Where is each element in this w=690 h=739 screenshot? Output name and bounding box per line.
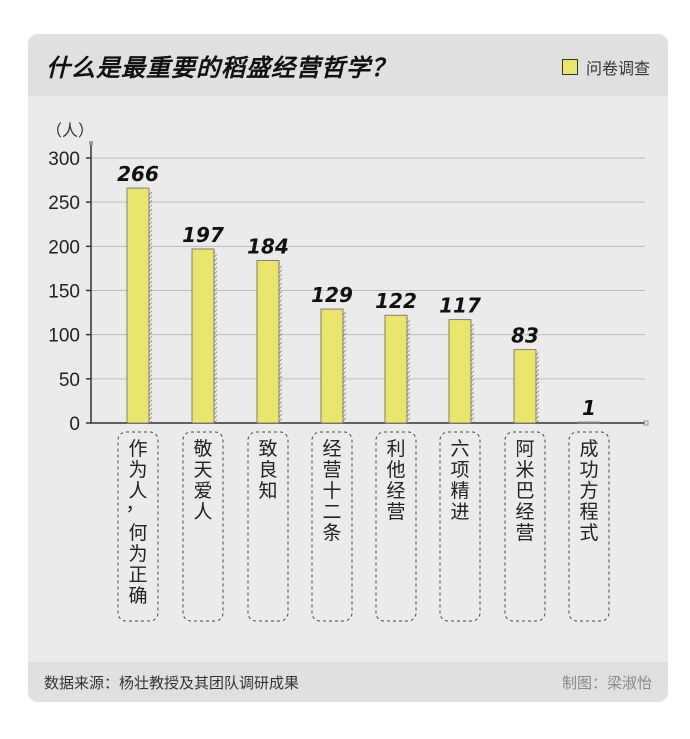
x-tick-label: 爱 [193,480,212,502]
data-label: 184 [247,234,289,258]
y-tick-label: 300 [48,149,80,170]
footer: 数据来源：杨壮教授及其团队调研成果 制图：梁淑怡 [28,662,668,702]
chart-credit: 制图：梁淑怡 [561,674,652,692]
y-tick-label: 0 [69,414,80,435]
legend: 问卷调查 [561,55,650,79]
x-tick-label: 方 [579,480,598,502]
x-tick-label: 知 [258,480,277,502]
x-tick-label: 二 [322,501,341,523]
legend-swatch [561,59,578,75]
x-tick-label: 精 [450,480,469,502]
x-axis-cap [643,420,649,426]
x-tick-label: 经 [386,480,405,502]
x-tick-label: 营 [515,522,534,544]
y-tick-label: 100 [48,326,80,347]
x-tick-label: 人 [193,501,212,523]
bar [577,421,601,424]
x-tick-label: 他 [386,459,405,481]
x-tick-label: 式 [579,522,598,544]
x-tick-label: 条 [322,522,341,544]
x-tick-label: 正 [128,564,147,586]
legend-label: 问卷调查 [585,59,650,78]
x-tick-label: 米 [515,459,534,481]
data-label: 83 [511,324,539,348]
x-tick-label: 六 [450,438,469,460]
x-tick-label: 经 [515,501,534,523]
data-label: 197 [182,223,224,247]
category-box [247,431,289,622]
header: 什么是最重要的稻盛经营哲学？ 问卷调查 [28,34,668,96]
x-tick-label: 阿 [515,438,534,460]
x-tick-label: 为 [128,459,147,481]
data-label: 266 [117,162,159,186]
y-tick-label: 150 [48,282,80,303]
x-tick-label: 良 [258,459,277,481]
x-tick-label: 营 [322,459,341,481]
data-label: 122 [375,289,417,313]
x-tick-label: 确 [128,585,147,607]
x-tick-label: 经 [322,438,341,460]
x-tick-label: 成 [579,438,598,460]
x-tick-label: 为 [128,543,147,565]
x-tick-label: 天 [193,459,212,481]
category-box [117,431,159,622]
y-tick-label: 250 [48,193,80,214]
x-tick-label: 进 [450,501,469,523]
x-tick-label: 营 [386,501,405,523]
category-box [568,431,610,622]
x-tick-label: 项 [450,459,469,481]
x-tick-label: ， [125,493,144,515]
bar [256,260,280,424]
category-box [375,431,417,622]
data-label: 129 [311,283,353,307]
category-box [439,431,481,622]
chart-title: 什么是最重要的稻盛经营哲学？ [46,54,396,82]
bar [126,187,150,424]
bar [384,314,408,424]
bar [448,319,472,424]
y-axis-label: （人） [46,122,94,140]
y-axis-cap [89,141,93,145]
y-tick-label: 200 [48,237,80,258]
category-box [504,431,546,622]
bar [513,349,537,424]
x-tick-label: 敬 [193,438,212,460]
data-label: 117 [439,294,481,318]
bar [320,308,344,424]
x-tick-label: 程 [579,501,598,523]
x-tick-label: 何 [128,522,147,544]
x-tick-label: 作 [128,438,147,460]
data-label: 1 [582,396,596,420]
x-tick-label: 人 [128,480,147,502]
x-tick-label: 利 [386,438,405,460]
x-tick-label: 功 [579,459,598,481]
category-box [182,431,224,622]
bar [191,248,215,424]
x-tick-label: 致 [258,438,277,460]
data-source: 数据来源：杨壮教授及其团队调研成果 [44,674,300,692]
category-box [311,431,353,622]
y-tick-label: 50 [59,370,80,391]
x-tick-label: 巴 [515,480,534,502]
x-tick-label: 十 [322,480,341,502]
